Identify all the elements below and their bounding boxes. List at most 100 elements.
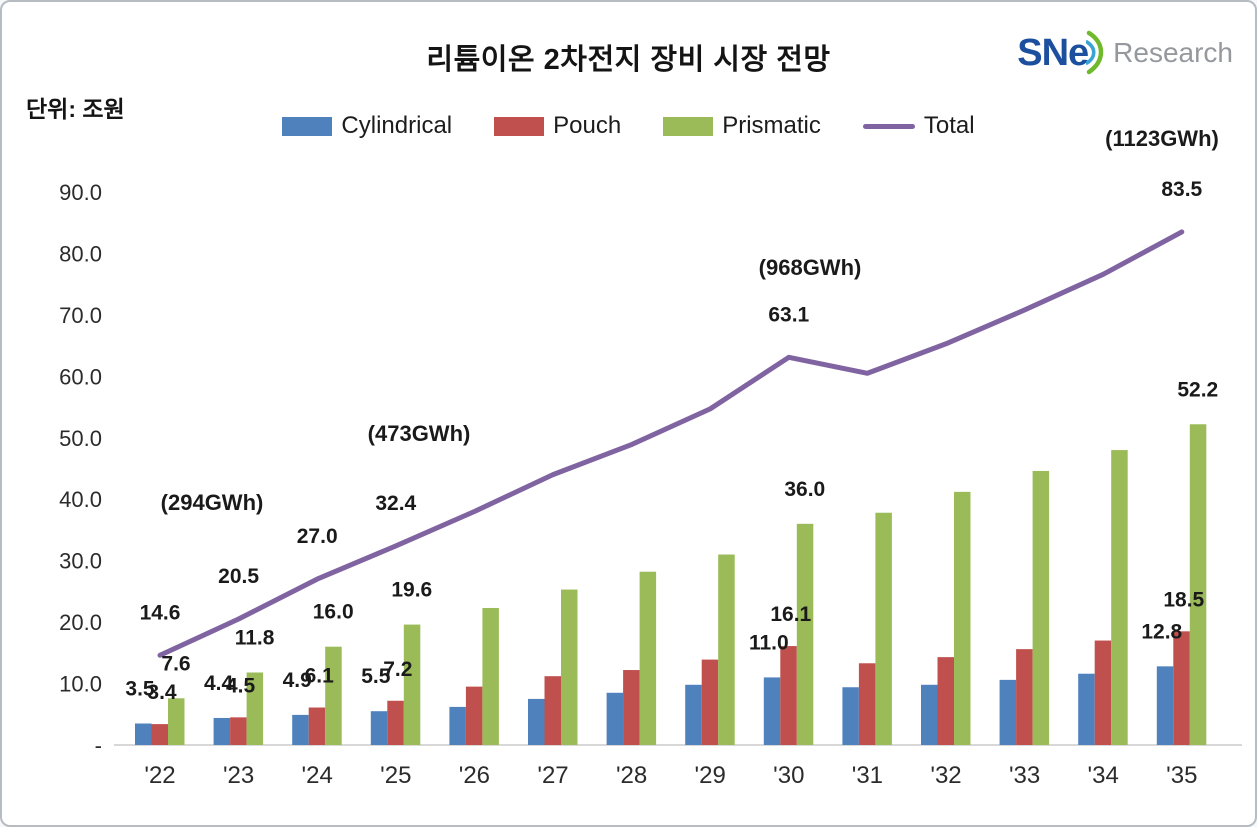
bar-pouch-'28 bbox=[623, 670, 640, 745]
label-total: 14.6 bbox=[140, 601, 181, 624]
bar-cylindrical-'26 bbox=[449, 706, 466, 745]
legend-item-total: Total bbox=[862, 112, 975, 140]
label-cylindrical: 3.5 bbox=[125, 677, 155, 700]
bar-pouch-'35 bbox=[1173, 631, 1190, 745]
bar-cylindrical-'27 bbox=[528, 698, 545, 745]
bar-prismatic-'26 bbox=[482, 607, 499, 745]
label-prismatic: 52.2 bbox=[1177, 378, 1218, 401]
x-axis-tick-label: '29 bbox=[695, 762, 726, 789]
bar-cylindrical-'28 bbox=[606, 692, 624, 745]
y-axis-tick-label: - bbox=[95, 733, 102, 758]
bar-pouch-'26 bbox=[465, 686, 483, 745]
gwh-annotation: (968GWh) bbox=[759, 255, 862, 280]
label-cylindrical: 4.9 bbox=[283, 669, 312, 692]
label-total: 27.0 bbox=[297, 525, 338, 548]
legend-swatch-prismatic bbox=[663, 116, 714, 136]
bar-cylindrical-'34 bbox=[1078, 673, 1095, 745]
bar-cylindrical-'31 bbox=[842, 687, 859, 745]
x-axis-tick-label: '23 bbox=[223, 762, 254, 789]
y-axis-tick-label: 60.0 bbox=[59, 364, 102, 389]
chart-title: 리튬이온 2차전지 장비 시장 전망 bbox=[426, 44, 831, 76]
label-pouch: 4.5 bbox=[226, 674, 256, 697]
y-axis-tick-label: 20.0 bbox=[59, 610, 102, 635]
y-axis-tick-label: 30.0 bbox=[59, 549, 102, 574]
bar-cylindrical-'22 bbox=[135, 723, 152, 745]
legend: Cylindrical Pouch Prismatic Total bbox=[2, 112, 1255, 140]
bar-pouch-'33 bbox=[1016, 649, 1033, 745]
bar-cylindrical-'24 bbox=[292, 714, 309, 745]
bar-cylindrical-'30 bbox=[763, 677, 781, 745]
legend-label-total: Total bbox=[923, 112, 975, 139]
bar-pouch-'24 bbox=[308, 707, 326, 745]
bar-prismatic-'29 bbox=[718, 554, 735, 745]
y-axis-tick-label: 40.0 bbox=[59, 487, 102, 512]
label-total: 20.5 bbox=[218, 565, 259, 588]
x-axis-tick-label: '35 bbox=[1166, 762, 1197, 789]
legend-swatch-total bbox=[862, 123, 915, 129]
logo-swoosh-icon bbox=[1086, 30, 1104, 75]
bar-pouch-'25 bbox=[387, 700, 404, 745]
x-axis-tick-label: '32 bbox=[930, 762, 961, 789]
bar-prismatic-'30 bbox=[796, 523, 814, 745]
y-axis-tick-label: 70.0 bbox=[59, 303, 102, 328]
bar-prismatic-'34 bbox=[1111, 450, 1128, 745]
bar-pouch-'34 bbox=[1094, 640, 1112, 745]
bar-pouch-'29 bbox=[701, 659, 719, 745]
bar-pouch-'27 bbox=[544, 676, 561, 745]
bar-prismatic-'24 bbox=[325, 646, 342, 745]
bar-prismatic-'35 bbox=[1189, 424, 1207, 745]
bar-prismatic-'28 bbox=[639, 571, 657, 745]
x-axis-tick-label: '24 bbox=[302, 762, 333, 789]
legend-label-cylindrical: Cylindrical bbox=[341, 112, 453, 139]
label-pouch: 6.1 bbox=[305, 665, 335, 688]
x-axis-tick-label: '26 bbox=[459, 762, 490, 789]
legend-item-cylindrical: Cylindrical bbox=[282, 112, 452, 140]
bar-pouch-'31 bbox=[858, 663, 876, 745]
label-prismatic: 7.6 bbox=[161, 652, 190, 675]
y-axis-tick-label: 50.0 bbox=[59, 426, 102, 451]
logo-suffix-text: Research bbox=[1113, 37, 1233, 68]
x-axis-tick-label: '33 bbox=[1009, 762, 1040, 789]
bar-cylindrical-'25 bbox=[370, 711, 388, 745]
bar-prismatic-'27 bbox=[561, 589, 578, 745]
legend-swatch-cylindrical bbox=[282, 116, 333, 136]
logo-brand-text: SNe bbox=[1017, 31, 1089, 74]
bar-cylindrical-'29 bbox=[685, 684, 702, 745]
bar-prismatic-'31 bbox=[875, 512, 892, 745]
x-axis-tick-label: '25 bbox=[380, 762, 411, 789]
gwh-annotation: (473GWh) bbox=[368, 421, 471, 446]
y-axis-tick-label: 90.0 bbox=[59, 180, 102, 205]
x-axis-tick-label: '31 bbox=[852, 762, 883, 789]
sne-research-logo: SNe Research bbox=[1017, 28, 1233, 78]
label-prismatic: 19.6 bbox=[391, 579, 432, 602]
bar-prismatic-'32 bbox=[954, 491, 971, 745]
x-axis-tick-label: '34 bbox=[1088, 762, 1119, 789]
label-total: 32.4 bbox=[375, 492, 416, 515]
label-cylindrical: 11.0 bbox=[749, 631, 789, 654]
x-axis-tick-label: '28 bbox=[616, 762, 647, 789]
label-pouch: 7.2 bbox=[383, 658, 412, 681]
bar-cylindrical-'35 bbox=[1156, 666, 1174, 745]
y-axis-tick-label: 80.0 bbox=[59, 241, 102, 266]
bar-cylindrical-'23 bbox=[213, 717, 231, 745]
bar-prismatic-'22 bbox=[168, 698, 185, 745]
x-axis-tick-label: '30 bbox=[773, 762, 804, 789]
label-prismatic: 11.8 bbox=[235, 626, 275, 649]
label-cylindrical: 12.8 bbox=[1141, 620, 1182, 643]
legend-label-prismatic: Prismatic bbox=[722, 112, 821, 139]
label-pouch: 16.1 bbox=[770, 603, 811, 626]
legend-swatch-pouch bbox=[494, 116, 545, 136]
bar-prismatic-'23 bbox=[246, 672, 264, 745]
unit-label: 단위: 조원 bbox=[26, 96, 125, 122]
label-cylindrical: 4.4 bbox=[204, 672, 234, 695]
total-line bbox=[157, 229, 1185, 658]
bar-cylindrical-'33 bbox=[999, 679, 1017, 745]
label-total: 83.5 bbox=[1161, 178, 1202, 201]
gwh-annotation: (294GWh) bbox=[161, 490, 264, 515]
label-cylindrical: 5.5 bbox=[361, 665, 391, 688]
legend-label-pouch: Pouch bbox=[553, 112, 622, 139]
label-prismatic: 16.0 bbox=[313, 601, 354, 624]
label-pouch: 18.5 bbox=[1163, 588, 1204, 611]
bar-prismatic-'33 bbox=[1032, 470, 1050, 745]
